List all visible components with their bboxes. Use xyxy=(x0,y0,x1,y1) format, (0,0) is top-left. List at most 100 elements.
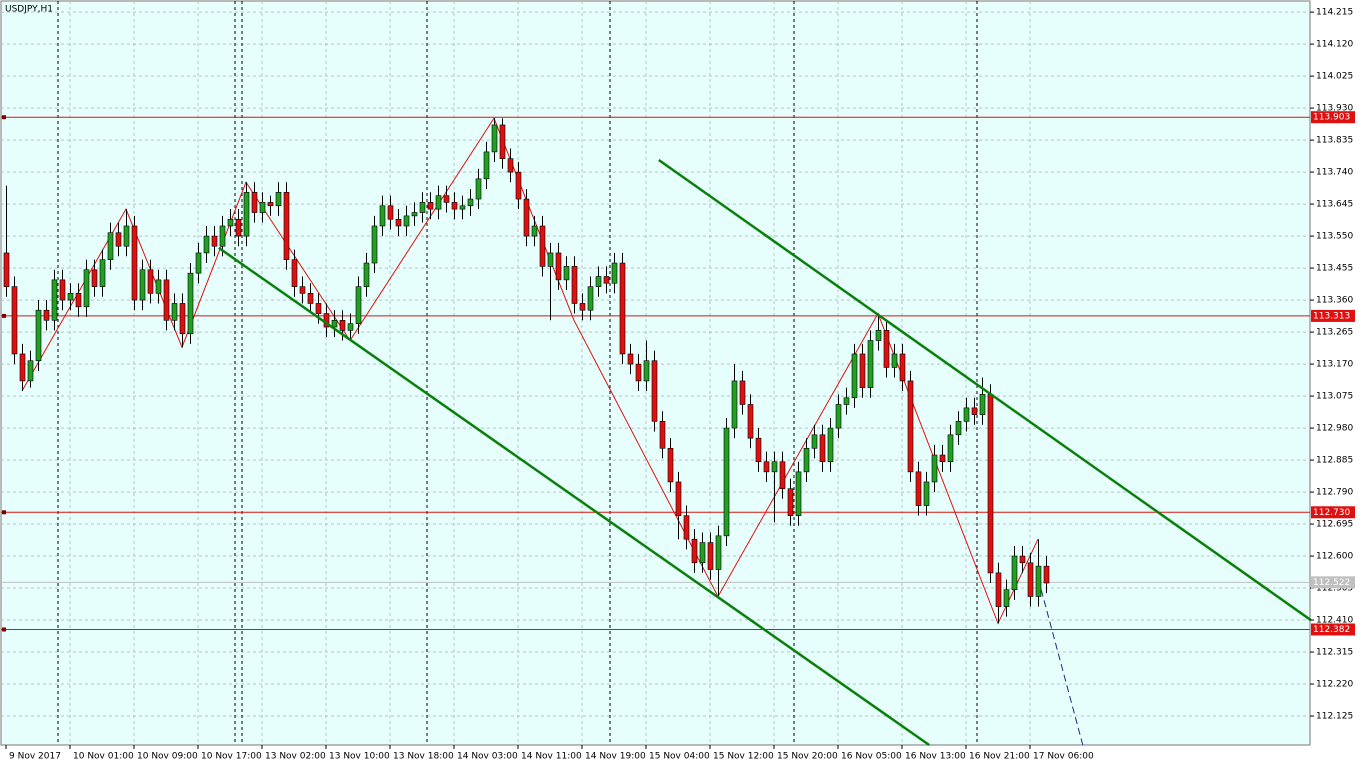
candle-body xyxy=(739,380,746,405)
candle-body xyxy=(667,447,674,483)
candle-body xyxy=(267,202,274,207)
candle-body xyxy=(363,262,370,287)
y-tick-label: 112.695 xyxy=(1316,520,1353,530)
candle-body xyxy=(931,454,938,483)
x-tick-label: 10 Nov 17:00 xyxy=(201,752,262,762)
candle-body xyxy=(67,293,74,301)
y-tick-label: 114.025 xyxy=(1316,72,1353,82)
current-price-label: 112.522 xyxy=(1313,578,1350,588)
candle-body xyxy=(795,471,802,516)
candle-body xyxy=(387,205,394,220)
candle-body xyxy=(779,461,786,489)
candle-body xyxy=(435,195,442,210)
y-tick-label: 112.220 xyxy=(1316,680,1353,690)
y-tick-label: 114.215 xyxy=(1316,8,1353,18)
candle-body xyxy=(987,394,994,574)
candle-body xyxy=(11,286,18,355)
candle-body xyxy=(603,276,610,284)
x-tick-label: 10 Nov 01:00 xyxy=(73,752,134,762)
trendline xyxy=(218,246,930,747)
candle-body xyxy=(1011,555,1018,591)
candle-body xyxy=(211,235,218,247)
y-tick-label: 112.125 xyxy=(1316,712,1353,722)
candle-body xyxy=(619,262,626,355)
candle-body xyxy=(827,427,834,463)
candle-body xyxy=(755,437,762,463)
candle-body xyxy=(131,225,138,301)
candle-body xyxy=(419,202,426,213)
y-tick-label: 113.360 xyxy=(1316,296,1353,306)
period-separators xyxy=(57,1,978,745)
candle-body xyxy=(163,279,170,321)
trendline xyxy=(658,158,1312,622)
candle-body xyxy=(459,205,466,210)
candle-body xyxy=(395,218,402,227)
candle-body xyxy=(659,421,666,449)
candle-body xyxy=(443,195,450,203)
candle-body xyxy=(531,225,538,237)
candle-body xyxy=(811,434,818,449)
candle-body xyxy=(99,259,106,287)
candle-body xyxy=(843,397,850,405)
candle-body xyxy=(43,309,50,321)
candle-body xyxy=(83,269,90,308)
candle-body xyxy=(947,434,954,463)
candle-body xyxy=(75,293,82,308)
candle-body xyxy=(291,259,298,287)
candle-body xyxy=(171,303,178,321)
candle-body xyxy=(707,542,714,570)
candle-body xyxy=(1043,565,1050,584)
candle-body xyxy=(963,407,970,422)
candle-body xyxy=(867,340,874,388)
candle-body xyxy=(515,171,522,200)
candle-body xyxy=(979,394,986,415)
candle-body xyxy=(427,202,434,210)
y-tick-label: 114.120 xyxy=(1316,40,1353,50)
level-marker xyxy=(2,627,6,632)
level-box xyxy=(1311,506,1355,519)
candle-body xyxy=(227,218,234,227)
candle-body xyxy=(235,218,242,237)
x-tick-label: 14 Nov 11:00 xyxy=(521,752,582,762)
candle-body xyxy=(883,330,890,368)
x-tick-label: 13 Nov 02:00 xyxy=(265,752,326,762)
candle-body xyxy=(539,225,546,267)
candle-body xyxy=(187,272,194,335)
candle-body xyxy=(379,205,386,227)
y-tick-label: 113.930 xyxy=(1316,104,1353,114)
chart-title: USDJPY,H1 xyxy=(5,5,53,15)
level-marker xyxy=(2,115,6,120)
level-label: 112.730 xyxy=(1313,508,1350,518)
x-tick-label: 15 Nov 20:00 xyxy=(777,752,838,762)
candle-body xyxy=(643,360,650,382)
y-tick-label: 112.410 xyxy=(1316,616,1353,626)
candle-body xyxy=(723,427,730,537)
candle-body xyxy=(875,330,882,341)
y-tick-label: 112.505 xyxy=(1316,584,1353,594)
candle-body xyxy=(491,124,498,153)
candle-body xyxy=(219,225,226,247)
candle-body xyxy=(283,192,290,260)
candle-body xyxy=(35,309,42,362)
candle-body xyxy=(27,360,34,382)
candle-body xyxy=(91,269,98,287)
candle-body xyxy=(51,279,58,321)
candle-body xyxy=(555,252,562,281)
level-box xyxy=(1311,111,1355,124)
y-tick-label: 113.550 xyxy=(1316,232,1353,242)
candle-body xyxy=(107,232,114,260)
candle-body xyxy=(3,252,10,287)
y-tick-label: 112.315 xyxy=(1316,648,1353,658)
candle-body xyxy=(995,572,1002,607)
candle-body xyxy=(59,279,66,301)
x-tick-label: 16 Nov 21:00 xyxy=(969,752,1030,762)
y-tick-label: 112.600 xyxy=(1316,552,1353,562)
candle-body xyxy=(179,303,186,335)
candle-body xyxy=(595,276,602,287)
candle-body xyxy=(571,266,578,304)
candle-body xyxy=(803,447,810,473)
candle-body xyxy=(251,192,258,213)
x-tick-label: 10 Nov 09:00 xyxy=(137,752,198,762)
level-box xyxy=(1311,309,1355,322)
